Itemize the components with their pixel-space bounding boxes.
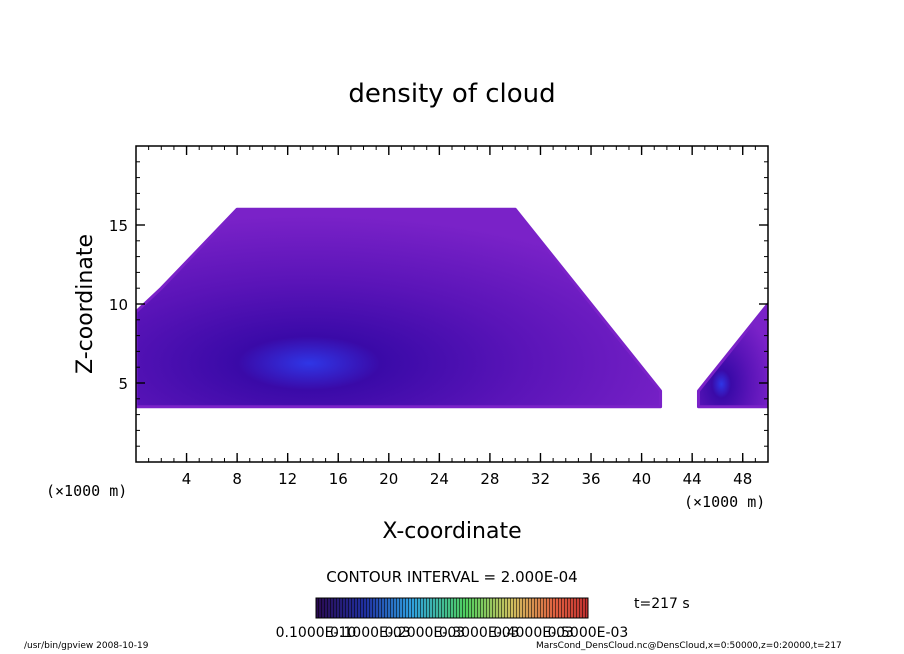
chart-title: density of cloud — [348, 79, 555, 109]
cloud-region-main — [136, 207, 663, 409]
colorbar-hatch — [316, 598, 588, 618]
x-tick-label: 48 — [733, 470, 752, 488]
x-tick-label: 16 — [329, 470, 348, 488]
colorbar-label: 0.1000E-03 — [330, 625, 411, 641]
x-unit-right: (×1000 m) — [684, 493, 765, 511]
x-tick-label: 24 — [430, 470, 449, 488]
colorbar-labels: 0.1000E-100.1000E-030.2000E-030.3000E-03… — [276, 625, 629, 641]
contour-interval: CONTOUR INTERVAL = 2.000E-04 — [326, 568, 577, 586]
x-tick-label: 28 — [480, 470, 499, 488]
x-tick-label: 40 — [632, 470, 651, 488]
colorbar-label: 0.5000E-03 — [548, 625, 629, 641]
footer-right: MarsCond_DensCloud.nc@DensCloud,x=0:5000… — [536, 641, 842, 651]
x-tick-label: 32 — [531, 470, 550, 488]
x-tick-label: 44 — [683, 470, 702, 488]
y-tick-label: 10 — [109, 296, 128, 314]
y-axis-label: Z-coordinate — [73, 234, 98, 374]
colorbar-label: 0.3000E-03 — [439, 625, 520, 641]
colorbar-label: 0.1000E-10 — [276, 625, 357, 641]
x-tick-label: 4 — [182, 470, 192, 488]
cloud-layer — [136, 207, 768, 409]
colorbar-label: 0.2000E-03 — [384, 625, 465, 641]
x-tick-label: 20 — [379, 470, 398, 488]
footer-left: /usr/bin/gpview 2008-10-19 — [24, 641, 149, 651]
y-tick-label: 15 — [109, 217, 128, 235]
x-tick-label: 36 — [581, 470, 600, 488]
time-label: t=217 s — [634, 596, 690, 612]
x-tick-label: 12 — [278, 470, 297, 488]
x-tick-label: 8 — [232, 470, 242, 488]
cloud-region-right — [696, 302, 768, 409]
colorbar-label: 0.4000E-03 — [493, 625, 574, 641]
x-unit-left: (×1000 m) — [46, 482, 127, 500]
y-tick-label: 5 — [118, 375, 128, 393]
x-axis-label: X-coordinate — [382, 519, 521, 544]
